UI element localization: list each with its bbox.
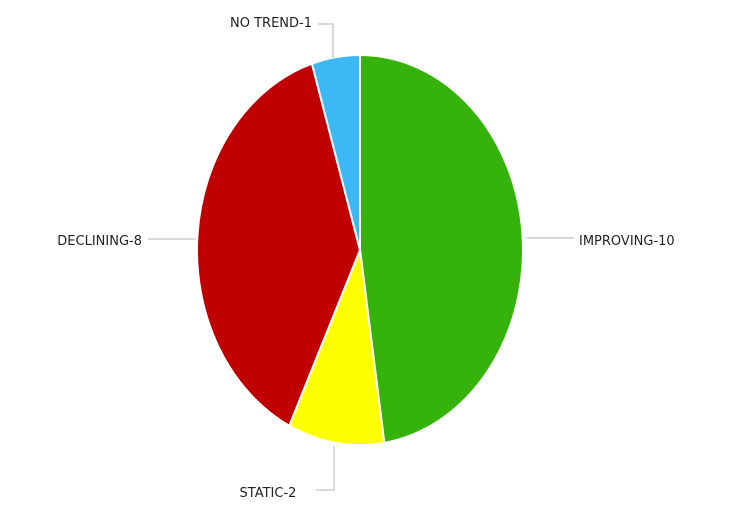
slice-label-no-trend: NO TREND-1	[230, 16, 312, 31]
pie-slice-declining	[196, 62, 361, 427]
leader-line-no-trend	[318, 23, 334, 58]
pie-leader-lines	[148, 23, 574, 491]
pie-labels: IMPROVING-10 STATIC-2 DECLINING-8 NO TREND-…	[57, 16, 674, 501]
slice-label-improving: IMPROVING-10	[579, 234, 675, 249]
pie-slice-static	[288, 249, 386, 446]
pie-slices	[196, 54, 524, 446]
pie-slice-no-trend	[310, 54, 361, 251]
slice-label-declining: DECLINING-8	[57, 234, 142, 249]
leader-line-static	[316, 446, 335, 491]
slice-label-static: STATIC-2	[240, 486, 297, 501]
pie-slice-improving	[359, 54, 524, 444]
